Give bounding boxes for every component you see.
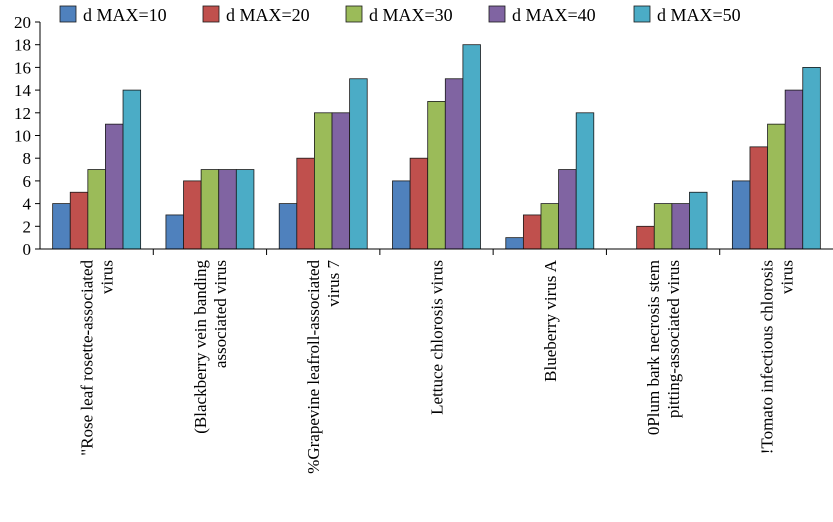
bar: [87, 169, 106, 250]
bar: [427, 101, 446, 250]
bar: [689, 191, 708, 250]
bar: [218, 169, 237, 250]
bar: [200, 169, 220, 250]
bar: [731, 180, 751, 250]
legend-swatch: [59, 5, 77, 23]
category-label-line: virus: [777, 260, 796, 294]
bar: [122, 89, 142, 250]
bar: [235, 169, 255, 250]
bar: [296, 157, 315, 250]
legend-label: d MAX=10: [83, 5, 167, 25]
legend-label: d MAX=50: [657, 5, 741, 25]
bar: [749, 146, 768, 250]
category-label-line: associated virus: [211, 260, 230, 368]
legend-label: d MAX=40: [512, 5, 596, 25]
bars: [52, 44, 821, 250]
category-label-line: %Grapevine leafroll-associated: [304, 260, 323, 474]
bar: [784, 89, 804, 250]
category-label-line: 0Plum bark necrosis stem: [644, 260, 663, 435]
category-label: Blueberry virus A: [541, 259, 560, 382]
y-tick-label: 12: [14, 104, 31, 123]
bar: [575, 112, 595, 250]
category-label-line: Lettuce chlorosis virus: [428, 260, 447, 415]
category-label-line: !Tomato infectious chlorosis: [757, 260, 776, 454]
bar: [444, 78, 464, 250]
category-label: 0Plum bark necrosis stem pitting-associat…: [644, 260, 683, 435]
bar: [802, 67, 821, 250]
legend-swatch: [345, 5, 363, 23]
category-label: Lettuce chlorosis virus: [428, 260, 447, 415]
y-tick-label: 4: [23, 195, 32, 214]
y-tick-label: 18: [14, 36, 31, 55]
y-tick-label: 10: [14, 127, 31, 146]
category-label: !Tomato infectious chlorosis virus: [757, 260, 796, 454]
bar: [165, 214, 184, 250]
bar: [767, 123, 786, 250]
bar: [636, 225, 655, 250]
legend-label: d MAX=30: [369, 5, 453, 25]
bar: [653, 203, 673, 250]
bar: [558, 169, 577, 250]
category-label-line: virus 7: [324, 260, 343, 307]
legend: d MAX=10 d MAX=20 d MAX=30 d MAX=40 d MAX=50: [59, 5, 741, 25]
category-label-line: (Blackberry vein banding: [191, 260, 210, 434]
bar: [52, 203, 71, 250]
category-label-line: pitting-associated virus: [664, 260, 683, 418]
category-label-line: "Rose leaf rosette-associated: [78, 260, 97, 456]
y-tick-label: 2: [23, 217, 32, 236]
legend-swatch: [633, 5, 651, 23]
category-label-line: virus: [98, 260, 117, 294]
category-label-line: Blueberry virus A: [541, 259, 560, 382]
y-tick-label: 0: [23, 240, 32, 259]
bar: [183, 180, 202, 250]
bar: [331, 112, 351, 250]
bar: [505, 237, 524, 250]
bar: [522, 214, 542, 250]
bar: [278, 203, 298, 250]
y-tick-label: 20: [14, 13, 31, 32]
bar: [314, 112, 333, 250]
category-labels: "Rose leaf rosette-associated virus (Black…: [78, 259, 797, 474]
category-label: "Rose leaf rosette-associated virus: [78, 260, 117, 456]
y-tick-label: 14: [14, 81, 32, 100]
category-label: %Grapevine leafroll-associated virus 7: [304, 260, 343, 474]
y-tick-label: 16: [14, 58, 31, 77]
category-label: (Blackberry vein banding associated virus: [191, 260, 230, 434]
bar: [462, 44, 481, 250]
y-tick-label: 8: [23, 149, 32, 168]
bar: [392, 180, 411, 250]
axes: 0 2 4 6 8 10 12 14 16 18 20: [14, 13, 833, 259]
bar: [349, 78, 368, 250]
bar: [671, 203, 690, 250]
bar: [409, 157, 429, 250]
bar: [69, 191, 89, 250]
legend-swatch: [488, 5, 506, 23]
legend-label: d MAX=20: [226, 5, 310, 25]
bar: [105, 123, 124, 250]
bar: [540, 203, 559, 250]
y-tick-label: 6: [23, 172, 32, 191]
legend-swatch: [202, 5, 220, 23]
